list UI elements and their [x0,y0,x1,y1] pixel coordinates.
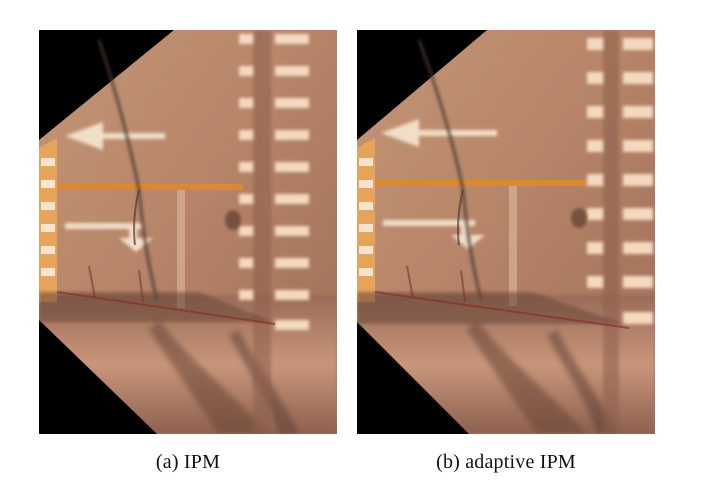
left-curb-stripes [357,138,375,302]
ipm-road-image [39,30,337,434]
adaptive-ipm-image-panel [357,30,655,434]
orange-lane-line [375,180,587,186]
orange-lane-line [57,184,243,190]
caption-ipm: (a) IPM [155,451,221,473]
caption-adaptive-ipm: (b) adaptive IPM [436,451,576,473]
left-arrow-marking [381,119,497,147]
dashed-lane-markings [587,30,653,434]
ipm-image-panel [39,30,337,434]
left-curb-stripes [39,138,57,302]
dashed-lane-markings [239,30,309,434]
adaptive-ipm-road-image [357,30,655,434]
left-arrow-marking [65,122,165,150]
